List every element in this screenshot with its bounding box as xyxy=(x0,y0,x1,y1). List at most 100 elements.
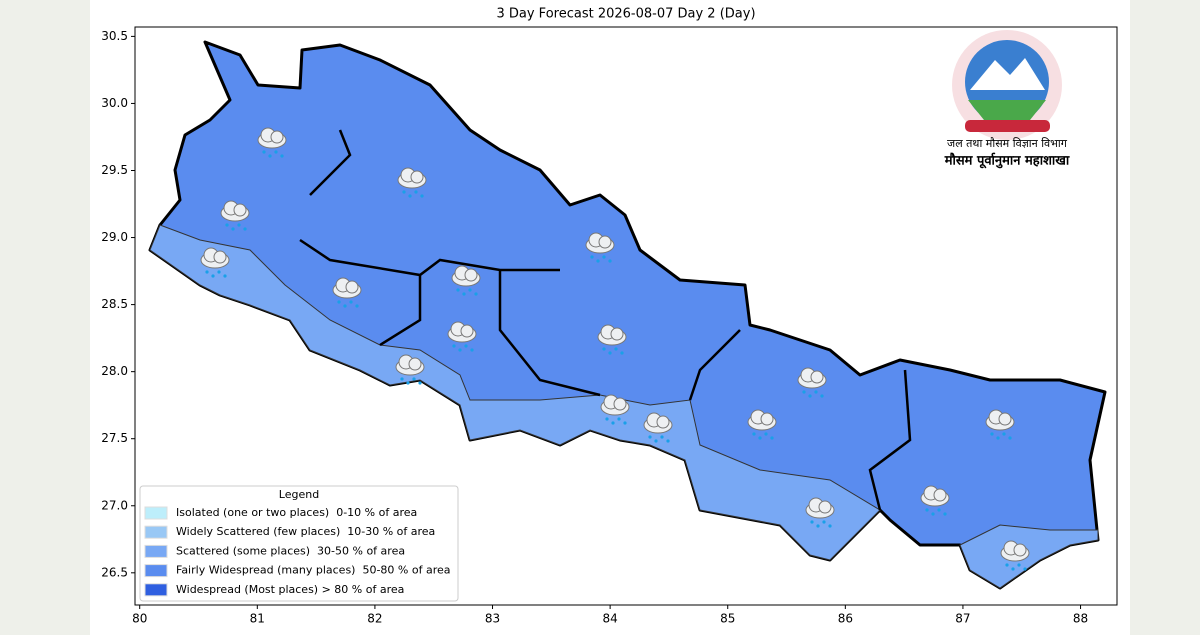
cloud xyxy=(345,280,359,294)
cloud xyxy=(656,415,670,429)
legend-label: Widespread (Most places) > 80 % of area xyxy=(176,583,404,596)
raindrop xyxy=(816,524,820,528)
cloud xyxy=(810,370,824,384)
raindrop xyxy=(660,435,664,439)
raindrop xyxy=(596,259,600,263)
raindrop xyxy=(243,227,247,231)
raindrop xyxy=(468,288,472,292)
raindrop xyxy=(943,512,947,516)
raindrop xyxy=(420,194,424,198)
y-tick-label: 29.0 xyxy=(101,230,128,244)
rain-icon xyxy=(597,324,627,355)
cloud xyxy=(270,130,284,144)
x-tick-label: 80 xyxy=(132,612,147,626)
raindrop xyxy=(456,288,460,292)
raindrop xyxy=(458,348,462,352)
raindrop xyxy=(349,300,353,304)
rain-icon xyxy=(395,354,425,385)
y-tick-label: 27.0 xyxy=(101,498,128,512)
logo-line: मौसम पूर्वानुमान महाशाखा xyxy=(944,153,1070,169)
x-tick-label: 88 xyxy=(1073,612,1088,626)
raindrop xyxy=(211,274,215,278)
raindrop xyxy=(414,190,418,194)
y-tick-label: 29.5 xyxy=(101,163,128,177)
raindrop xyxy=(1002,432,1006,436)
rain-icon xyxy=(985,409,1015,440)
y-tick-label: 30.0 xyxy=(101,96,128,110)
cloud xyxy=(460,324,474,338)
raindrop xyxy=(262,150,266,154)
cloud xyxy=(613,397,627,411)
cloud xyxy=(1013,543,1027,557)
raindrop xyxy=(237,223,241,227)
rain-icon xyxy=(747,409,777,440)
raindrop xyxy=(406,381,410,385)
cloud xyxy=(464,268,478,282)
region-border xyxy=(299,129,912,511)
cloud xyxy=(998,412,1012,426)
scattered-zone xyxy=(959,524,1099,589)
raindrop xyxy=(764,432,768,436)
raindrop xyxy=(418,381,422,385)
raindrop xyxy=(602,255,606,259)
rain-icon xyxy=(397,167,427,198)
x-tick-label: 86 xyxy=(838,612,853,626)
raindrop xyxy=(996,436,1000,440)
raindrop xyxy=(470,348,474,352)
y-tick-label: 27.5 xyxy=(101,431,128,445)
rain-icon xyxy=(332,277,362,308)
raindrop xyxy=(462,292,466,296)
cloud xyxy=(408,357,422,371)
cloud xyxy=(233,203,247,217)
cloud xyxy=(213,250,227,264)
legend-swatch xyxy=(144,506,168,520)
rain-icon xyxy=(600,394,630,425)
raindrop xyxy=(268,154,272,158)
raindrop xyxy=(280,154,284,158)
raindrop xyxy=(400,377,404,381)
raindrop xyxy=(225,223,229,227)
legend-title: Legend xyxy=(279,488,319,501)
raindrop xyxy=(337,300,341,304)
raindrop xyxy=(611,421,615,425)
raindrop xyxy=(758,436,762,440)
scattered-zone xyxy=(149,224,881,561)
rain-icon xyxy=(805,497,835,528)
legend-label: Scattered (some places) 30-50 % of area xyxy=(176,544,405,557)
x-tick-label: 83 xyxy=(485,612,500,626)
raindrop xyxy=(654,439,658,443)
raindrop xyxy=(617,417,621,421)
y-tick-label: 30.5 xyxy=(101,29,128,43)
cloud xyxy=(933,488,947,502)
raindrop xyxy=(412,377,416,381)
raindrop xyxy=(808,394,812,398)
raindrop xyxy=(1011,567,1015,571)
cloud xyxy=(610,327,624,341)
legend-label: Isolated (one or two places) 0-10 % of a… xyxy=(176,506,417,519)
raindrop xyxy=(1023,567,1027,571)
raindrop xyxy=(1008,436,1012,440)
raindrop xyxy=(608,351,612,355)
logo-line: जल तथा मौसम विज्ञान विभाग xyxy=(947,137,1068,150)
raindrop xyxy=(452,344,456,348)
cloud xyxy=(598,235,612,249)
raindrop xyxy=(274,150,278,154)
x-tick-label: 85 xyxy=(720,612,735,626)
rain-icon xyxy=(585,232,615,263)
raindrop xyxy=(990,432,994,436)
legend-swatch xyxy=(144,544,168,558)
raindrop xyxy=(937,508,941,512)
rain-icon xyxy=(920,485,950,516)
raindrop xyxy=(925,508,929,512)
axes-frame xyxy=(134,26,1118,606)
map xyxy=(148,40,1107,590)
raindrop xyxy=(1005,563,1009,567)
raindrop xyxy=(614,347,618,351)
raindrop xyxy=(814,390,818,394)
title: 3 Day Forecast 2026-08-07 Day 2 (Day) xyxy=(496,7,755,22)
raindrop xyxy=(770,436,774,440)
logo: जल तथा मौसम विज्ञान विभाग मौसम पूर्वानुम… xyxy=(944,30,1070,169)
y-tick-label: 28.5 xyxy=(101,297,128,311)
raindrop xyxy=(666,439,670,443)
raindrop xyxy=(802,390,806,394)
